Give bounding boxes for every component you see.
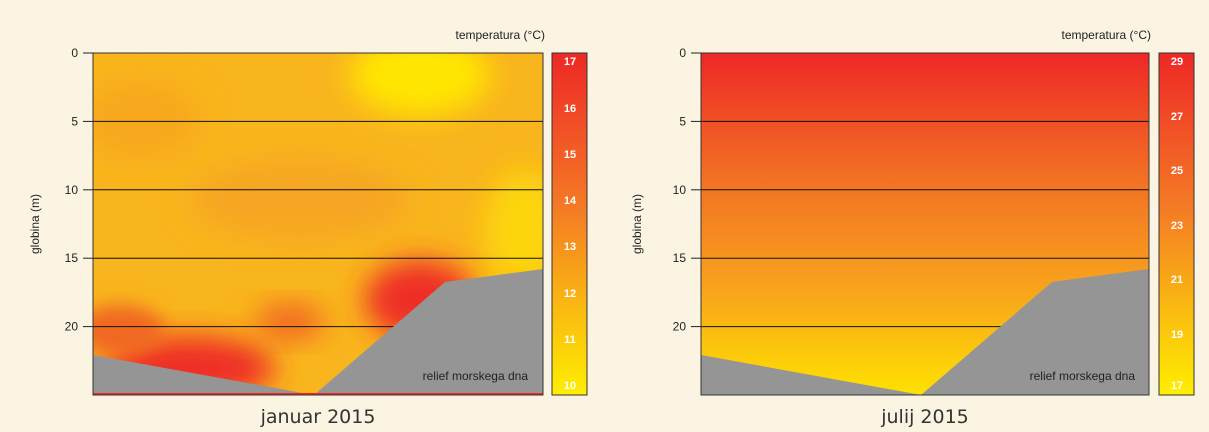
colorbar-gradient-july bbox=[1158, 52, 1195, 396]
colorbar-label: 12 bbox=[564, 288, 576, 300]
y-tick-label: 15 bbox=[673, 251, 687, 265]
colorbar-label: 16 bbox=[564, 103, 576, 115]
colorbar-label: 17 bbox=[564, 56, 576, 68]
plot-frame-january bbox=[92, 52, 544, 396]
colorbar-label: 10 bbox=[564, 380, 576, 392]
y-tick-label: 5 bbox=[71, 114, 78, 128]
colorbar-label: 25 bbox=[1171, 165, 1183, 177]
colorbar-label: 17 bbox=[1171, 380, 1183, 392]
colorbar-label: 13 bbox=[564, 241, 576, 253]
orange-patch-mid bbox=[255, 304, 325, 340]
colorbar-january: 17 16 15 14 13 12 11 10 bbox=[551, 52, 588, 396]
seabed-january bbox=[93, 269, 543, 395]
y-tick-label: 15 bbox=[65, 251, 79, 265]
y-tick-label: 10 bbox=[65, 183, 79, 197]
warm-patch-surface bbox=[350, 53, 490, 115]
legend-title-january: temperatura (°C) bbox=[456, 28, 546, 42]
chart-july: temperatura (°C) 0 5 10 15 20 globina (m… bbox=[630, 28, 1195, 428]
orange-patch-left bbox=[93, 305, 165, 355]
plot-frame-july bbox=[700, 52, 1150, 396]
y-tick-label: 5 bbox=[679, 114, 686, 128]
cool-patch-left bbox=[93, 80, 200, 160]
seabed-july bbox=[701, 269, 1149, 395]
y-axis-july: 0 5 10 15 20 bbox=[673, 46, 701, 334]
caption-july: julij 2015 bbox=[880, 406, 969, 428]
colorbar-label: 21 bbox=[1171, 274, 1183, 286]
y-axis-january: 0 5 10 15 20 bbox=[65, 46, 93, 334]
colorbar-label: 23 bbox=[1171, 220, 1183, 232]
warm-patch-right bbox=[485, 170, 543, 290]
colorbar-gradient-january bbox=[551, 52, 588, 396]
seabed-label-january: relief morskega dna bbox=[423, 369, 529, 383]
caption-january: januar 2015 bbox=[260, 406, 376, 428]
y-axis-label-january: globina (m) bbox=[28, 194, 42, 254]
cool-patch-mid bbox=[190, 160, 410, 240]
legend-title-july: temperatura (°C) bbox=[1062, 28, 1152, 42]
colorbar-july: 29 27 25 23 21 19 17 bbox=[1158, 52, 1195, 396]
seabed-label-july: relief morskega dna bbox=[1030, 369, 1136, 383]
colorbar-label: 27 bbox=[1171, 111, 1183, 123]
y-axis-label-july: globina (m) bbox=[630, 194, 644, 254]
y-tick-label: 0 bbox=[71, 46, 78, 60]
colorbar-label: 14 bbox=[564, 195, 577, 207]
colorbar-label: 15 bbox=[564, 149, 576, 161]
y-tick-label: 20 bbox=[673, 320, 687, 334]
colorbar-label: 11 bbox=[564, 334, 576, 346]
y-tick-label: 20 bbox=[65, 320, 79, 334]
colorbar-label: 29 bbox=[1171, 56, 1183, 68]
chart-january: temperatura (°C) bbox=[28, 28, 588, 428]
colorbar-label: 19 bbox=[1171, 329, 1183, 341]
y-tick-label: 0 bbox=[679, 46, 686, 60]
y-tick-label: 10 bbox=[673, 183, 687, 197]
